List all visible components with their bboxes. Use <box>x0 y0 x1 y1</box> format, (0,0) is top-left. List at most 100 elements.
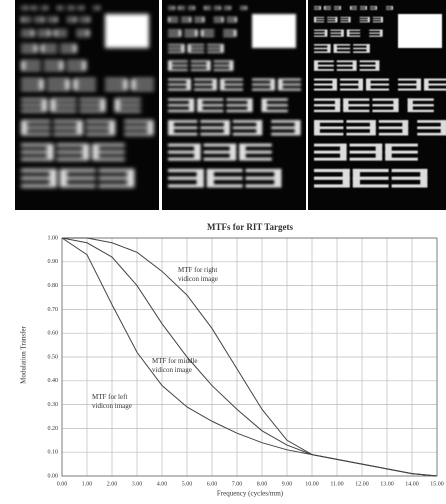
target-stroke <box>204 7 211 9</box>
target-stroke <box>226 104 253 107</box>
target-stroke <box>31 29 35 36</box>
target-stroke <box>375 143 383 159</box>
target-stroke <box>270 78 275 90</box>
target-stroke <box>366 78 371 90</box>
target-stroke <box>131 78 154 81</box>
target-stroke <box>340 143 347 159</box>
target-stroke <box>330 32 344 34</box>
target-stroke <box>124 120 154 123</box>
target-stroke <box>42 16 45 22</box>
x-tick-label: 3.00 <box>132 481 143 487</box>
target-stroke <box>59 168 67 186</box>
target-stroke <box>424 88 446 91</box>
target-stroke <box>353 51 370 53</box>
target-stroke <box>226 98 253 101</box>
target-stroke <box>245 176 282 180</box>
target-stroke <box>196 168 204 186</box>
target-stroke <box>59 184 96 188</box>
target-stroke <box>350 7 357 9</box>
target-stroke <box>204 6 206 10</box>
target-stroke <box>21 60 41 63</box>
target-stroke <box>352 176 389 180</box>
target-stroke <box>21 120 51 123</box>
target-stroke <box>204 6 211 7</box>
target-stroke <box>21 132 51 136</box>
target-stroke <box>340 19 351 21</box>
target-stroke <box>40 44 44 52</box>
target-stroke <box>194 88 217 91</box>
annotation-line: MTF for right <box>178 266 217 274</box>
target-stroke <box>200 132 230 136</box>
target-stroke <box>417 120 446 123</box>
x-tick-label: 6.00 <box>207 481 218 487</box>
target-stroke <box>343 109 370 113</box>
target-stroke <box>168 143 201 147</box>
target-stroke <box>206 168 243 173</box>
target-stroke <box>77 6 84 7</box>
target-stroke <box>370 7 377 9</box>
target-stroke <box>336 60 357 63</box>
target-stroke <box>34 21 45 23</box>
target-stroke <box>369 120 376 134</box>
target-stroke <box>391 184 428 188</box>
target-stroke <box>232 126 263 130</box>
target-stroke <box>178 9 185 10</box>
target-stroke <box>50 109 77 113</box>
target-stroke <box>332 78 337 90</box>
target-stroke <box>21 98 48 101</box>
target-stroke <box>223 120 230 134</box>
target-stroke <box>245 168 282 173</box>
target-stroke <box>206 184 243 188</box>
target-stroke <box>346 29 350 36</box>
target-stroke <box>352 168 389 173</box>
target-stroke <box>213 60 234 63</box>
target-stroke <box>278 78 283 90</box>
target-stroke <box>314 32 328 34</box>
target-stroke <box>73 78 96 81</box>
y-tick-label: 0.90 <box>48 259 59 265</box>
target-stroke <box>353 44 370 46</box>
target-stroke <box>181 21 192 23</box>
target-stroke <box>314 109 341 113</box>
target-stroke <box>360 6 367 7</box>
target-stroke <box>226 109 253 113</box>
target-stroke <box>79 16 90 18</box>
target-stroke <box>92 143 125 147</box>
target-stroke <box>56 150 90 154</box>
target-stroke <box>48 29 51 36</box>
target-stroke <box>79 21 90 23</box>
target-stroke <box>168 44 185 46</box>
target-stroke <box>194 19 205 21</box>
target-stroke <box>53 35 68 37</box>
y-tick-label: 0.50 <box>48 354 59 360</box>
y-tick-label: 0.20 <box>48 426 59 432</box>
target-stroke <box>239 143 272 147</box>
target-stroke <box>346 126 376 130</box>
target-stroke <box>324 6 326 10</box>
target-stroke <box>31 9 38 10</box>
target-stroke <box>314 120 320 134</box>
target-images <box>15 0 446 236</box>
target-stroke <box>214 7 221 9</box>
target-stroke <box>57 9 64 10</box>
target-stroke <box>79 104 106 107</box>
target-stroke <box>189 16 192 22</box>
annotation-line: vidicon image <box>92 402 132 410</box>
target-stroke <box>340 16 351 18</box>
target-stroke <box>346 32 361 34</box>
target-stroke <box>66 19 77 21</box>
target-stroke <box>240 7 247 9</box>
target-stroke <box>21 35 35 37</box>
target-stroke <box>314 120 344 123</box>
target-stroke <box>188 6 195 7</box>
target-stroke <box>168 32 182 34</box>
y-tick-label: 0.70 <box>48 307 59 313</box>
target-stroke <box>168 64 188 67</box>
target-stroke <box>330 29 344 31</box>
target-stroke <box>40 44 58 46</box>
target-stroke <box>314 98 341 101</box>
y-tick-label: 1.00 <box>48 235 59 241</box>
target-stroke <box>378 126 409 130</box>
target-stroke <box>53 126 83 130</box>
target-stroke <box>194 78 217 81</box>
